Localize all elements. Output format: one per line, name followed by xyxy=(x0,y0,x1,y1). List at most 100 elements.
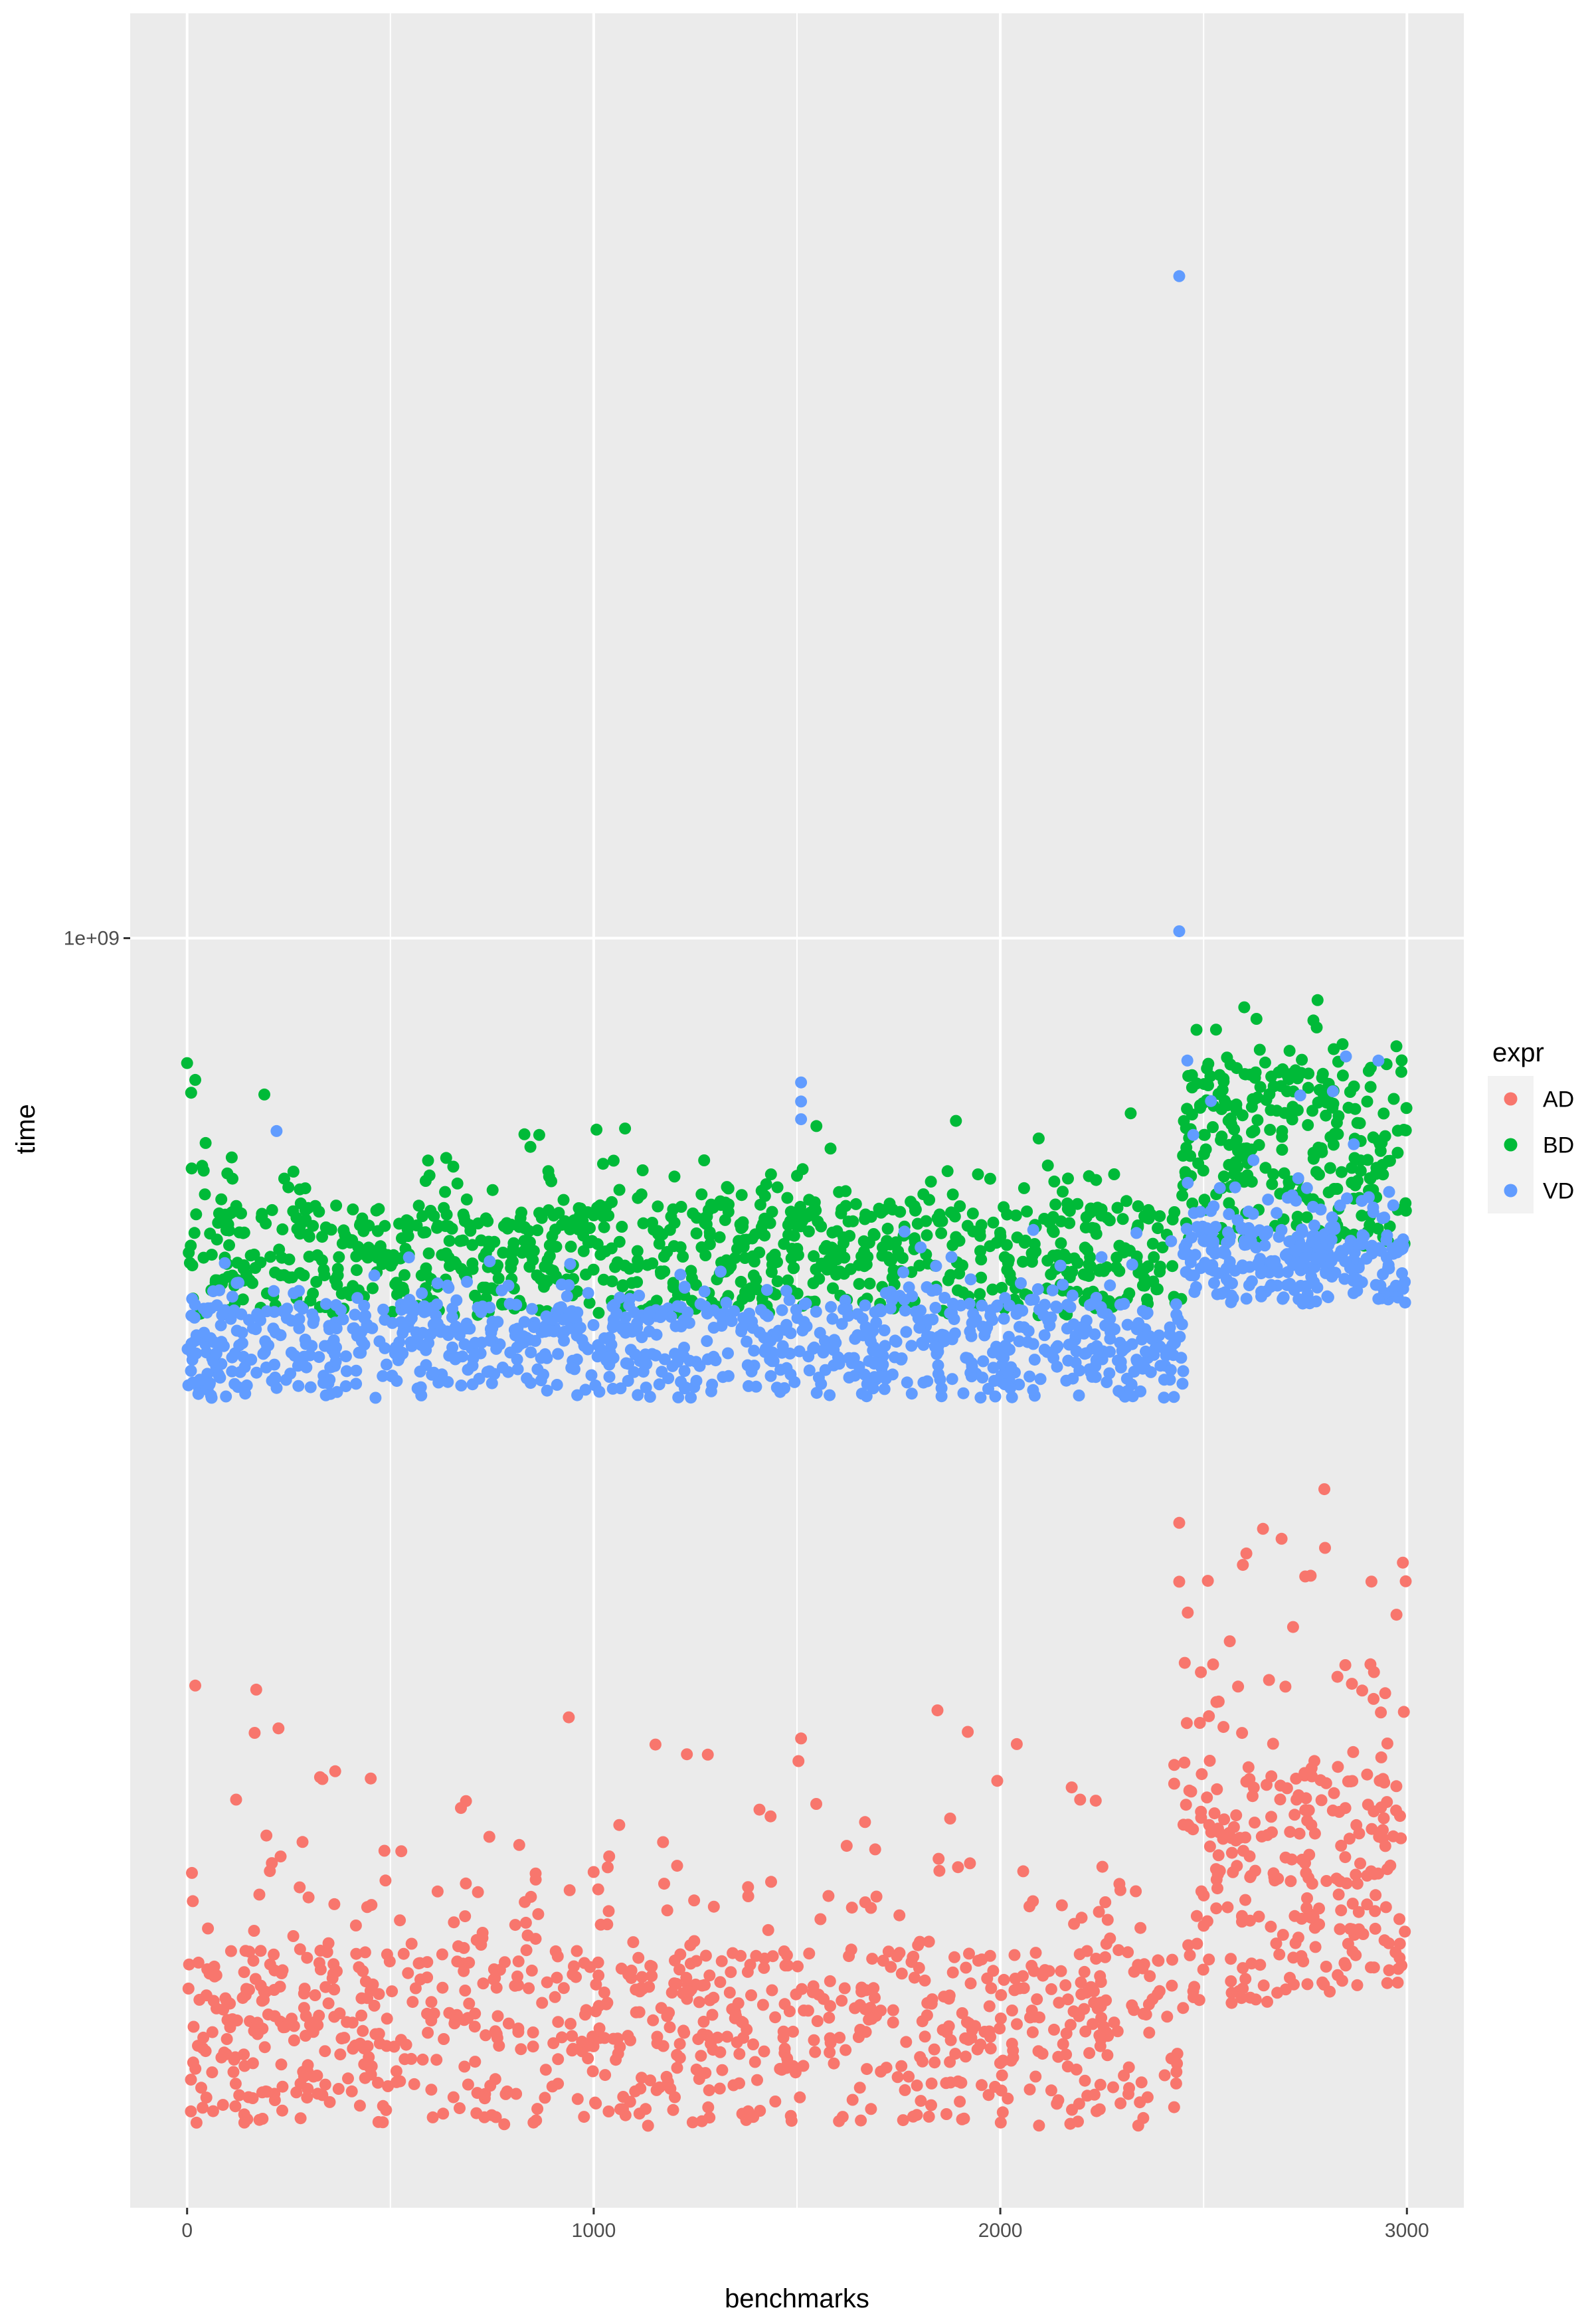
data-point xyxy=(347,2042,359,2055)
data-point xyxy=(824,1142,837,1155)
data-point xyxy=(308,1313,320,1326)
data-point xyxy=(976,1372,989,1384)
data-point xyxy=(399,1269,410,1281)
data-point xyxy=(684,1957,697,1970)
data-point xyxy=(1190,1024,1203,1036)
data-point xyxy=(1168,2101,1180,2113)
data-point xyxy=(1195,1885,1207,1898)
x-axis-title: benchmarks xyxy=(725,2284,869,2313)
data-point xyxy=(1027,1338,1039,1350)
data-point xyxy=(1267,1738,1279,1750)
data-point xyxy=(203,1378,216,1391)
data-point xyxy=(974,1245,986,1257)
data-point xyxy=(1225,1846,1238,1859)
data-point xyxy=(448,1916,460,1929)
data-point xyxy=(753,1803,766,1816)
data-point xyxy=(810,1798,822,1810)
data-point xyxy=(1101,1914,1114,1926)
data-point xyxy=(502,2017,515,2030)
data-point xyxy=(614,2103,626,2115)
data-point xyxy=(1320,1961,1332,1973)
data-point xyxy=(1036,2048,1049,2060)
data-point xyxy=(1278,1167,1290,1180)
data-point xyxy=(634,2082,647,2095)
data-point xyxy=(1284,1069,1296,1081)
data-point xyxy=(518,1128,531,1140)
data-point xyxy=(1004,1268,1016,1281)
data-point xyxy=(933,1864,946,1877)
data-point xyxy=(1134,1921,1147,1934)
data-point xyxy=(345,2085,358,2098)
data-point xyxy=(1393,1913,1405,1925)
data-point xyxy=(819,1364,832,1376)
data-point xyxy=(1023,1370,1036,1383)
data-point xyxy=(1085,1206,1097,1219)
data-point xyxy=(1202,1079,1214,1091)
data-point xyxy=(1243,1279,1255,1291)
data-point xyxy=(432,1376,445,1389)
data-point xyxy=(300,1361,313,1374)
data-point xyxy=(367,1978,379,1991)
data-point xyxy=(1140,1211,1153,1224)
data-point xyxy=(695,2115,708,2127)
data-point xyxy=(455,1380,468,1391)
data-point xyxy=(755,1184,768,1197)
data-point xyxy=(1064,1300,1077,1313)
data-point xyxy=(1122,1946,1134,1959)
data-point xyxy=(919,1974,931,1987)
data-point xyxy=(275,2058,288,2071)
data-point xyxy=(302,2059,314,2072)
data-point xyxy=(781,1192,794,1204)
data-point xyxy=(1146,1237,1159,1250)
data-point xyxy=(897,2114,909,2127)
data-point xyxy=(930,1260,942,1273)
data-point xyxy=(614,1291,626,1304)
data-point xyxy=(377,1251,390,1263)
data-point xyxy=(750,1949,762,1962)
data-point xyxy=(636,1971,648,1983)
data-point xyxy=(1012,1304,1025,1316)
data-point xyxy=(473,1372,486,1385)
data-point xyxy=(896,1252,909,1264)
data-point xyxy=(915,2095,927,2107)
data-point xyxy=(954,1200,966,1213)
data-point xyxy=(1285,1875,1297,1888)
data-point xyxy=(549,1945,562,1957)
data-point xyxy=(810,1120,823,1132)
data-point xyxy=(994,1227,1006,1239)
data-point xyxy=(390,2065,402,2078)
data-point xyxy=(1188,1981,1201,1993)
data-point xyxy=(223,1239,235,1251)
data-point xyxy=(350,1947,363,1960)
data-point xyxy=(707,1350,720,1363)
data-point xyxy=(457,1957,470,1970)
data-point xyxy=(954,2096,966,2108)
data-point xyxy=(764,1370,777,1382)
data-point xyxy=(397,1947,410,1960)
data-point xyxy=(469,2007,482,2020)
data-point xyxy=(611,1256,624,1269)
data-point xyxy=(1254,1081,1267,1093)
data-point xyxy=(309,1989,321,2001)
data-point xyxy=(859,1816,871,1829)
data-point xyxy=(975,1271,988,1284)
data-point xyxy=(1177,1365,1190,1378)
data-point xyxy=(1055,1237,1067,1249)
data-point xyxy=(1057,1279,1069,1291)
data-point xyxy=(1279,1107,1291,1119)
data-point xyxy=(567,1311,580,1324)
data-point xyxy=(431,1885,444,1898)
data-point xyxy=(824,1243,837,1255)
data-point xyxy=(1265,1070,1278,1083)
data-point xyxy=(1190,1281,1202,1293)
data-point xyxy=(472,1886,484,1898)
data-point xyxy=(1033,2011,1045,2024)
data-point xyxy=(1370,1889,1382,1902)
data-point xyxy=(391,1375,403,1387)
data-point xyxy=(622,1968,635,1981)
data-point xyxy=(541,1352,553,1364)
data-point xyxy=(1178,1656,1191,1669)
data-point xyxy=(268,1984,280,1996)
data-point xyxy=(834,2031,846,2044)
